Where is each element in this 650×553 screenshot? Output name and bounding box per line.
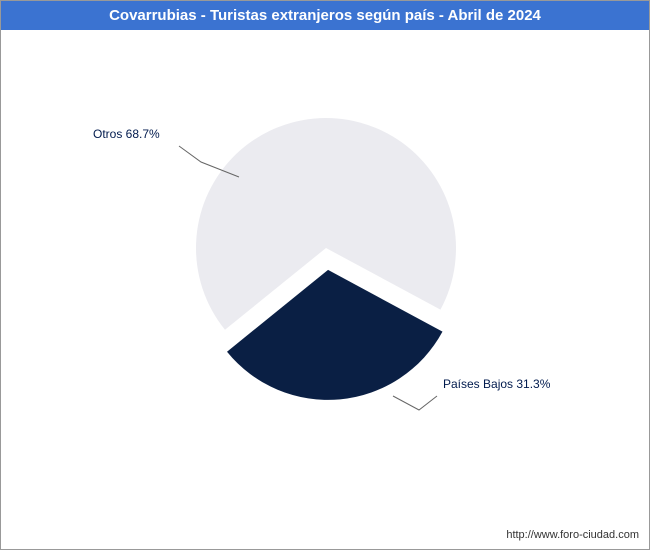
slice-label-0: Otros 68.7%	[93, 127, 160, 141]
chart-title: Covarrubias - Turistas extranjeros según…	[109, 7, 541, 24]
leader-line-1	[393, 396, 437, 410]
pie-chart: Otros 68.7% Países Bajos 31.3%	[1, 30, 650, 548]
chart-header: Covarrubias - Turistas extranjeros según…	[1, 1, 649, 30]
source-url: http://www.foro-ciudad.com	[506, 529, 639, 541]
slice-label-1: Países Bajos 31.3%	[443, 377, 551, 391]
chart-area: Otros 68.7% Países Bajos 31.3%	[1, 30, 649, 546]
